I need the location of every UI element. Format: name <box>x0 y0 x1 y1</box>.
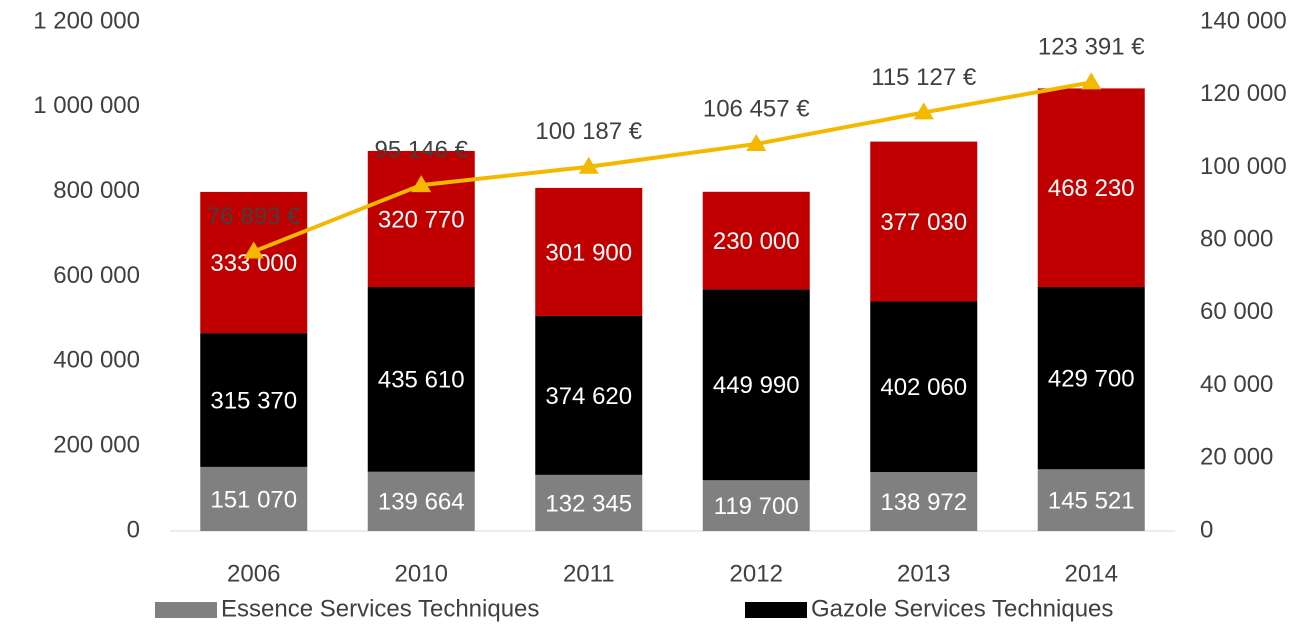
y-tick-label: 200 000 <box>53 432 140 459</box>
line-value-label: 115 127 € <box>871 64 977 91</box>
line-value-label: 123 391 € <box>1038 34 1145 61</box>
bar-value-label: 119 700 <box>714 493 799 520</box>
bar-segment <box>870 141 978 302</box>
x-tick-label: 2013 <box>897 560 950 587</box>
bar-segment <box>702 289 810 481</box>
y-tick-label: 800 000 <box>53 177 140 204</box>
line-value-label: 106 457 € <box>703 95 810 122</box>
y2-tick-label: 140 000 <box>1200 7 1287 34</box>
y-tick-label: 600 000 <box>53 262 140 289</box>
bar-value-label: 449 990 <box>713 372 800 399</box>
legend-swatch <box>155 602 217 618</box>
bar-value-label: 138 972 <box>880 489 967 516</box>
bar-segment <box>367 150 475 287</box>
bar-segment <box>870 472 978 531</box>
y-tick-label: 400 000 <box>53 347 140 374</box>
line-marker <box>243 241 264 259</box>
y2-tick-label: 20 000 <box>1200 444 1273 471</box>
bar-value-label: 320 770 <box>378 206 465 233</box>
bar-segment <box>535 315 643 475</box>
bar-segment <box>1037 469 1145 531</box>
bar-segment <box>535 187 643 316</box>
line-value-label: 95 146 € <box>375 136 469 163</box>
bar-value-label: 139 664 <box>378 489 465 516</box>
y2-tick-label: 80 000 <box>1200 225 1273 252</box>
line-marker <box>578 156 599 174</box>
bar-segment <box>200 191 308 334</box>
bar-value-label: 377 030 <box>880 209 967 236</box>
y2-tick-label: 120 000 <box>1200 80 1287 107</box>
line <box>253 80 1092 254</box>
bar-value-label: 230 000 <box>713 228 800 255</box>
bar-segment <box>702 191 810 290</box>
bar-segment <box>367 471 475 531</box>
line-marker <box>1081 72 1102 90</box>
bar-value-label: 301 900 <box>545 239 632 266</box>
y2-tick-label: 40 000 <box>1200 371 1273 398</box>
x-tick-label: 2006 <box>227 560 280 587</box>
bar-value-label: 132 345 <box>545 490 632 517</box>
bar-value-label: 468 230 <box>1048 175 1135 202</box>
line-value-label: 76 893 € <box>207 203 301 230</box>
y2-tick-label: 100 000 <box>1200 153 1287 180</box>
bar-value-label: 429 700 <box>1048 365 1135 392</box>
line-marker <box>746 133 767 151</box>
y2-tick-label: 60 000 <box>1200 298 1273 325</box>
bar-segment <box>200 333 308 467</box>
bar-value-label: 151 070 <box>210 486 297 513</box>
bar-value-label: 145 521 <box>1048 487 1135 514</box>
x-tick-label: 2014 <box>1065 560 1118 587</box>
bar-value-label: 435 610 <box>378 367 465 394</box>
line-marker <box>411 175 432 193</box>
y2-tick-label: 0 <box>1200 516 1213 543</box>
legend-label: Gazole Services Techniques <box>811 595 1113 622</box>
bar-segment <box>367 286 475 472</box>
x-tick-label: 2011 <box>563 560 615 587</box>
legend-label: Essence Services Techniques <box>221 595 539 622</box>
bar-segment <box>200 466 308 531</box>
x-tick-label: 2010 <box>395 560 448 587</box>
bar-value-label: 402 060 <box>880 374 967 401</box>
y-tick-label: 1 200 000 <box>33 7 140 34</box>
line-marker <box>913 102 934 120</box>
line-value-label: 100 187 € <box>535 118 642 145</box>
bar-segment <box>535 474 643 531</box>
bar-segment <box>870 301 978 473</box>
bar-segment <box>1037 287 1145 470</box>
bar-segment <box>702 480 810 531</box>
x-tick-label: 2012 <box>730 560 783 587</box>
bar-segment <box>1037 88 1145 288</box>
bar-value-label: 374 620 <box>545 383 632 410</box>
y-tick-label: 0 <box>127 516 140 543</box>
y-tick-label: 1 000 000 <box>33 92 140 119</box>
legend-swatch <box>745 602 807 618</box>
bar-value-label: 315 370 <box>210 387 297 414</box>
